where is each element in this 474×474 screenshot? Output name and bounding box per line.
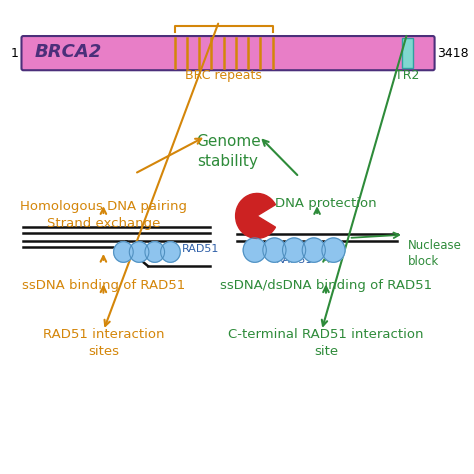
Circle shape xyxy=(243,238,266,262)
Circle shape xyxy=(263,238,286,262)
Text: RAD51: RAD51 xyxy=(182,244,219,255)
Text: Homologous DNA pairing
Strand exchange: Homologous DNA pairing Strand exchange xyxy=(20,201,187,230)
Text: Genome
stability: Genome stability xyxy=(196,134,260,169)
FancyBboxPatch shape xyxy=(21,36,435,70)
Circle shape xyxy=(322,238,345,262)
Text: 1: 1 xyxy=(11,46,19,60)
Circle shape xyxy=(114,242,133,262)
Circle shape xyxy=(302,238,325,262)
Circle shape xyxy=(145,242,164,262)
Circle shape xyxy=(129,242,149,262)
Circle shape xyxy=(283,238,306,262)
Text: C-terminal RAD51 interaction
site: C-terminal RAD51 interaction site xyxy=(228,328,424,358)
Text: ssDNA/dsDNA binding of RAD51: ssDNA/dsDNA binding of RAD51 xyxy=(220,279,432,292)
Text: Nuclease
block: Nuclease block xyxy=(408,239,462,268)
Text: ssDNA binding of RAD51: ssDNA binding of RAD51 xyxy=(22,279,185,292)
Circle shape xyxy=(161,242,180,262)
Text: DNA protection: DNA protection xyxy=(275,197,377,210)
Bar xyxy=(401,38,413,68)
Wedge shape xyxy=(236,193,275,238)
Text: BRC repeats: BRC repeats xyxy=(185,69,262,82)
Text: RAD51 interaction
sites: RAD51 interaction sites xyxy=(43,328,164,358)
Text: TR2: TR2 xyxy=(395,69,419,82)
Text: 3418: 3418 xyxy=(437,46,469,60)
Text: RAD51: RAD51 xyxy=(275,255,313,264)
Text: BRCA2: BRCA2 xyxy=(35,43,101,61)
